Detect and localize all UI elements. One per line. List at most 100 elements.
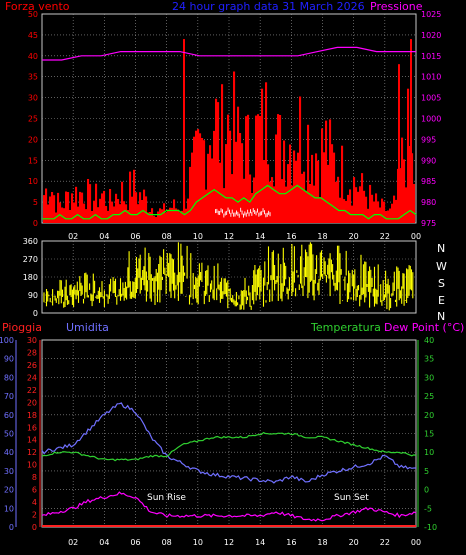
wind-bar [405, 187, 408, 223]
wind-bar [159, 208, 162, 223]
wind-bar [205, 189, 208, 223]
sunrise-label: Sun Rise [147, 493, 186, 503]
wind-bar [387, 210, 390, 223]
humidity-x-tick: 18 [317, 538, 327, 547]
wind-spike [398, 64, 400, 223]
wind-bar [43, 195, 46, 223]
pressure-y-tick: 1025 [421, 10, 441, 19]
wind-bar [67, 192, 70, 223]
wind-bar [79, 191, 82, 223]
wind-bar [321, 128, 324, 223]
wind-bar [227, 114, 230, 223]
wind-bar [273, 186, 276, 223]
calm-mark [230, 212, 232, 217]
rain-y-tick: 20 [27, 398, 37, 407]
calm-mark [233, 212, 235, 217]
calm-mark [259, 211, 261, 216]
wind-bar [267, 164, 270, 223]
wind-bar [375, 193, 378, 223]
wind-bar [353, 177, 356, 223]
humidity-x-tick: 12 [224, 538, 234, 547]
wind-bar [87, 179, 90, 223]
humidity-x-tick: 06 [130, 538, 140, 547]
wind-bar [361, 173, 364, 223]
wind-bar [277, 114, 280, 223]
gust-series [42, 184, 417, 220]
wind-bar [373, 201, 376, 223]
humidity-y-tick: 80 [4, 373, 14, 382]
calm-mark [262, 208, 264, 213]
rain-y-tick: 14 [27, 436, 37, 445]
calm-mark [265, 213, 267, 218]
humidity-label: Umidita [66, 321, 109, 334]
wind-y-tick: 50 [28, 10, 38, 19]
pressure-y-tick: 990 [421, 156, 436, 165]
wind-y-tick: 0 [33, 219, 38, 228]
wind-bar [65, 191, 68, 223]
wind-bar [403, 159, 406, 223]
calm-mark [222, 209, 223, 214]
pressure-y-tick: 1005 [421, 94, 441, 103]
wind-bar [161, 209, 164, 223]
wind-bar [239, 133, 242, 223]
wind-bar [313, 185, 316, 223]
calm-mark [247, 209, 249, 214]
wind-bar [293, 150, 296, 223]
wind-bar [121, 181, 124, 223]
wind-bar [123, 201, 126, 223]
chart-title: 24 hour graph data 31 March 2026 [172, 0, 365, 13]
calm-mark [254, 210, 256, 214]
wind-bar [333, 152, 336, 223]
wind-bar [389, 208, 392, 223]
wind-bar [235, 141, 238, 223]
temp-y-tick: 25 [424, 392, 434, 401]
wind-bar [347, 194, 350, 223]
wind-bar [47, 204, 50, 223]
wind-y-tick: 35 [28, 73, 38, 82]
wind-bar [207, 153, 210, 223]
wind-bar [201, 138, 204, 223]
wind-bar [233, 71, 236, 223]
wind-bar [341, 145, 344, 223]
wind-bar [393, 195, 396, 223]
rain-y-tick: 22 [27, 386, 37, 395]
calm-mark [243, 213, 244, 218]
wind-bar [359, 186, 362, 223]
wind-bar [163, 203, 166, 223]
rain-y-tick: 24 [27, 373, 37, 382]
wind-bar [61, 207, 64, 223]
wind-x-tick: 16 [286, 232, 296, 241]
wind-bar [253, 177, 256, 223]
rain-y-tick: 10 [27, 461, 37, 470]
wind-x-tick: 00 [411, 232, 421, 241]
wind-bar [219, 162, 222, 223]
calm-mark [229, 209, 230, 214]
wind-bar [89, 184, 92, 223]
wind-bar [383, 201, 386, 223]
wind-bar [229, 130, 232, 223]
pressure-label: Pressione [370, 0, 423, 13]
wind-bar [107, 210, 110, 223]
wind-bar [51, 192, 54, 223]
wind-bar [101, 193, 104, 223]
dewpoint-label: Dew Point (°C) [384, 321, 464, 334]
wind-bar [223, 188, 226, 223]
wind-bar [189, 166, 192, 223]
direction-y-tick: 270 [23, 255, 38, 264]
humidity-y-tick: 60 [4, 411, 14, 420]
calm-mark [224, 211, 226, 216]
wind-bar [285, 186, 288, 223]
calm-mark [258, 212, 260, 217]
wind-bar [199, 133, 202, 223]
temp-y-tick: 40 [424, 336, 434, 345]
wind-bar [111, 201, 114, 223]
wind-bar [147, 212, 150, 223]
wind-bar [385, 211, 388, 223]
wind-bar [281, 179, 284, 223]
wind-bar [319, 197, 322, 223]
humidity-grid [15, 340, 419, 527]
wind-bar [115, 193, 118, 223]
wind-bar [143, 189, 146, 223]
calm-mark [241, 210, 243, 215]
calm-mark [268, 210, 270, 215]
